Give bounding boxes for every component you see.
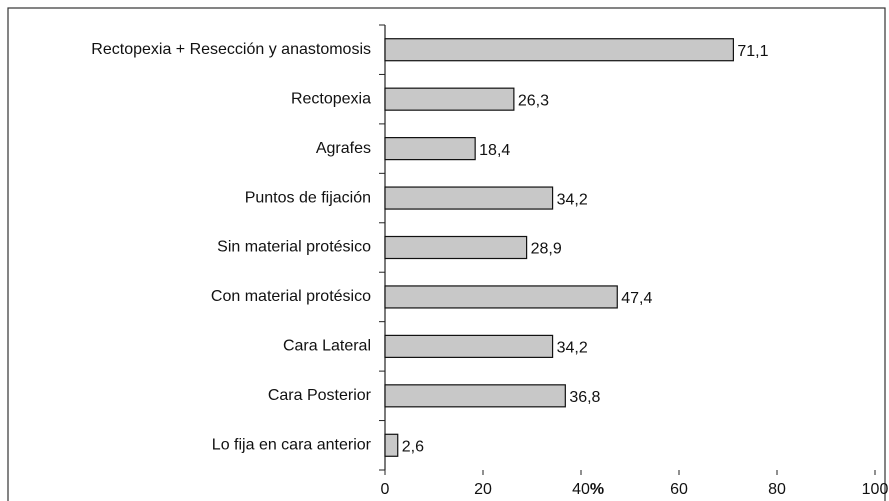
x-tick-label: 100 xyxy=(862,481,889,498)
x-tick-label: 0 xyxy=(381,481,390,498)
value-label: 18,4 xyxy=(479,142,510,159)
frame xyxy=(7,7,886,501)
y-tick-label: Rectopexia + Resección y anastomosis xyxy=(91,41,371,58)
value-label: 36,8 xyxy=(569,389,600,406)
value-label: 28,9 xyxy=(531,241,562,258)
y-tick-label: Agrafes xyxy=(316,140,371,157)
bar xyxy=(384,235,528,260)
bar xyxy=(384,87,515,111)
x-tick-label: 80 xyxy=(768,481,786,498)
bar xyxy=(384,334,554,358)
value-label: 71,1 xyxy=(737,43,768,60)
x-axis-label: % xyxy=(590,481,604,498)
x-tick-label: 20 xyxy=(474,481,492,498)
bar xyxy=(384,384,566,408)
y-tick-label: Sin material protésico xyxy=(217,239,371,256)
y-tick-label: Con material protésico xyxy=(211,288,371,305)
value-label: 47,4 xyxy=(621,290,652,307)
value-label: 26,3 xyxy=(518,92,549,109)
y-tick-label: Cara Posterior xyxy=(268,387,372,404)
y-tick-label: Rectopexia xyxy=(291,90,371,107)
value-label: 2,6 xyxy=(402,438,424,455)
value-label: 34,2 xyxy=(557,191,588,208)
y-tick-label: Cara Lateral xyxy=(283,338,371,355)
bar xyxy=(384,433,399,457)
value-label: 34,2 xyxy=(557,340,588,357)
bar xyxy=(384,38,734,62)
y-tick-label: Puntos de fijación xyxy=(245,189,371,206)
bar xyxy=(384,285,618,309)
x-tick-label: 60 xyxy=(670,481,688,498)
bar xyxy=(384,186,554,210)
x-tick-label: 40 xyxy=(572,481,590,498)
y-tick-label: Lo fija en cara anterior xyxy=(212,436,372,453)
bar xyxy=(384,137,476,161)
